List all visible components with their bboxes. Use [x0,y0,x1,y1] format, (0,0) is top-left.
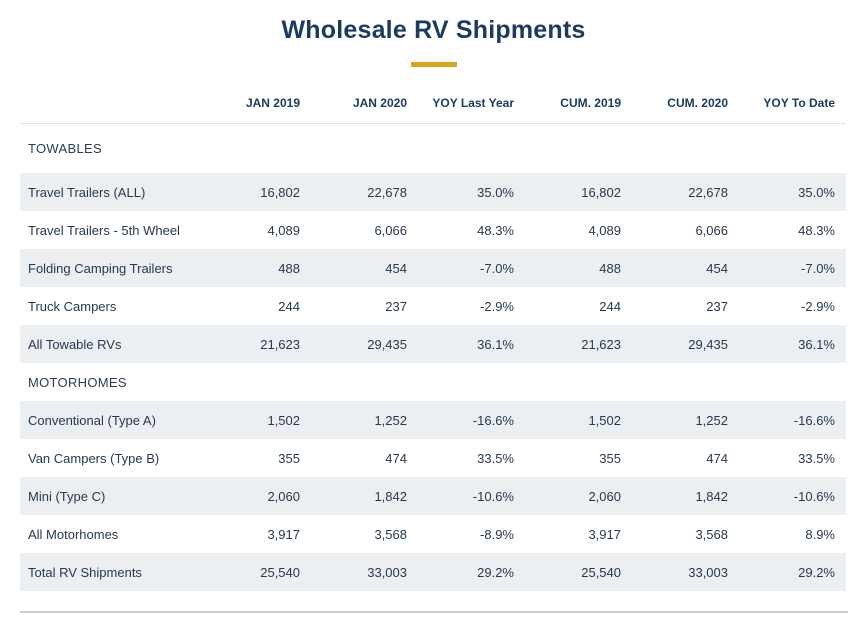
table-row: Travel Trailers - 5th Wheel 4,089 6,066 48.… [20,211,846,249]
cell-value: -8.9% [480,526,514,542]
cell-value: 237 [385,298,407,314]
shipments-table: JAN 2019 JAN 2020 YOY Last Year CUM. 2019 CU… [20,83,846,591]
cell-value: 21,623 [581,336,621,352]
cell-value: 1,502 [267,412,300,428]
cell-value: -2.9% [801,298,835,314]
cell-value: 29.2% [477,564,514,580]
cell-value: 1,252 [374,412,407,428]
cell-value: 6,066 [695,222,728,238]
section-header: MOTORHOMES [28,374,127,390]
cell-value: 474 [706,450,728,466]
section-header: TOWABLES [28,141,102,156]
page-title: Wholesale RV Shipments [281,16,586,44]
table-row: Truck Campers 244 237 -2.9% 244 237 -2.9% [20,287,846,325]
cell-value: 22,678 [688,184,728,200]
cell-value: 36.1% [477,336,514,352]
table-row: Travel Trailers (ALL) 16,802 22,678 35.0% 16… [20,173,846,211]
cell-value: 244 [599,298,621,314]
table-row: All Towable RVs 21,623 29,435 36.1% 21,623 29… [20,325,846,363]
row-label: All Motorhomes [28,526,119,542]
cell-value: 29.2% [798,564,835,580]
cell-value: 22,678 [367,184,407,200]
cell-value: 33.5% [798,450,835,466]
cell-value: 474 [385,450,407,466]
cell-value: 4,089 [588,222,621,238]
cell-value: -2.9% [480,298,514,314]
report-header: Wholesale RV Shipments [0,0,867,67]
row-label: Van Campers (Type B) [28,450,160,466]
cell-value: 33.5% [477,450,514,466]
row-label: Truck Campers [28,298,117,314]
cell-value: 244 [278,298,300,314]
cell-value: 454 [706,260,728,276]
cell-value: 488 [599,260,621,276]
cell-value: 2,060 [588,488,621,504]
row-label: Mini (Type C) [28,488,106,504]
row-label: Travel Trailers - 5th Wheel [28,222,180,238]
cell-value: 25,540 [581,564,621,580]
cell-value: 36.1% [798,336,835,352]
cell-value: 237 [706,298,728,314]
cell-value: 48.3% [798,222,835,238]
column-header-row: JAN 2019 JAN 2020 YOY Last Year CUM. 2019 CU… [20,83,846,124]
cell-value: 488 [278,260,300,276]
table-row: All Motorhomes 3,917 3,568 -8.9% 3,917 3,568 8… [20,515,846,553]
cell-value: 35.0% [477,184,514,200]
cell-value: 3,917 [588,526,621,542]
column-header: JAN 2020 [352,96,407,110]
table-body: TOWABLES Travel Trailers (ALL) 16,802 22,67… [20,124,846,591]
cell-value: 1,252 [695,412,728,428]
cell-value: 2,060 [267,488,300,504]
cell-value: 355 [278,450,300,466]
cell-value: -7.0% [480,260,514,276]
column-header: CUM. 2019 [560,96,621,110]
column-header: JAN 2019 [245,96,300,110]
table-row: Total RV Shipments 25,540 33,003 29.2% 25,54… [20,553,846,591]
cell-value: 3,917 [267,526,300,542]
cell-value: 454 [385,260,407,276]
cell-value: -10.6% [472,488,514,504]
table-row: Conventional (Type A) 1,502 1,252 -16.6% 1,5… [20,401,846,439]
cell-value: 25,540 [260,564,300,580]
table-row: Folding Camping Trailers 488 454 -7.0% 488 45… [20,249,846,287]
cell-value: 8.9% [805,526,835,542]
cell-value: -16.6% [472,412,514,428]
cell-value: 1,842 [695,488,728,504]
cell-value: 29,435 [688,336,728,352]
bottom-divider [20,611,848,613]
column-header: YOY Last Year [432,96,514,110]
cell-value: 1,502 [588,412,621,428]
cell-value: 1,842 [374,488,407,504]
row-label: Total RV Shipments [28,564,142,580]
cell-value: 4,089 [267,222,300,238]
cell-value: -7.0% [801,260,835,276]
column-header: CUM. 2020 [667,96,728,110]
cell-value: 33,003 [367,564,407,580]
cell-value: 355 [599,450,621,466]
cell-value: 3,568 [374,526,407,542]
cell-value: -10.6% [793,488,835,504]
row-label: Travel Trailers (ALL) [28,184,146,200]
row-label: Folding Camping Trailers [28,260,173,276]
row-label: All Towable RVs [28,336,122,352]
cell-value: 21,623 [260,336,300,352]
cell-value: 16,802 [581,184,621,200]
title-accent-bar [410,62,457,67]
table-row: Mini (Type C) 2,060 1,842 -10.6% 2,060 1,842 -… [20,477,846,515]
column-header: YOY To Date [763,96,835,110]
table-row: Van Campers (Type B) 355 474 33.5% 355 474 33.… [20,439,846,477]
cell-value: 29,435 [367,336,407,352]
cell-value: 35.0% [798,184,835,200]
cell-value: 33,003 [688,564,728,580]
cell-value: -16.6% [793,412,835,428]
cell-value: 16,802 [260,184,300,200]
cell-value: 3,568 [695,526,728,542]
row-label: Conventional (Type A) [28,412,156,428]
cell-value: 48.3% [477,222,514,238]
cell-value: 6,066 [374,222,407,238]
